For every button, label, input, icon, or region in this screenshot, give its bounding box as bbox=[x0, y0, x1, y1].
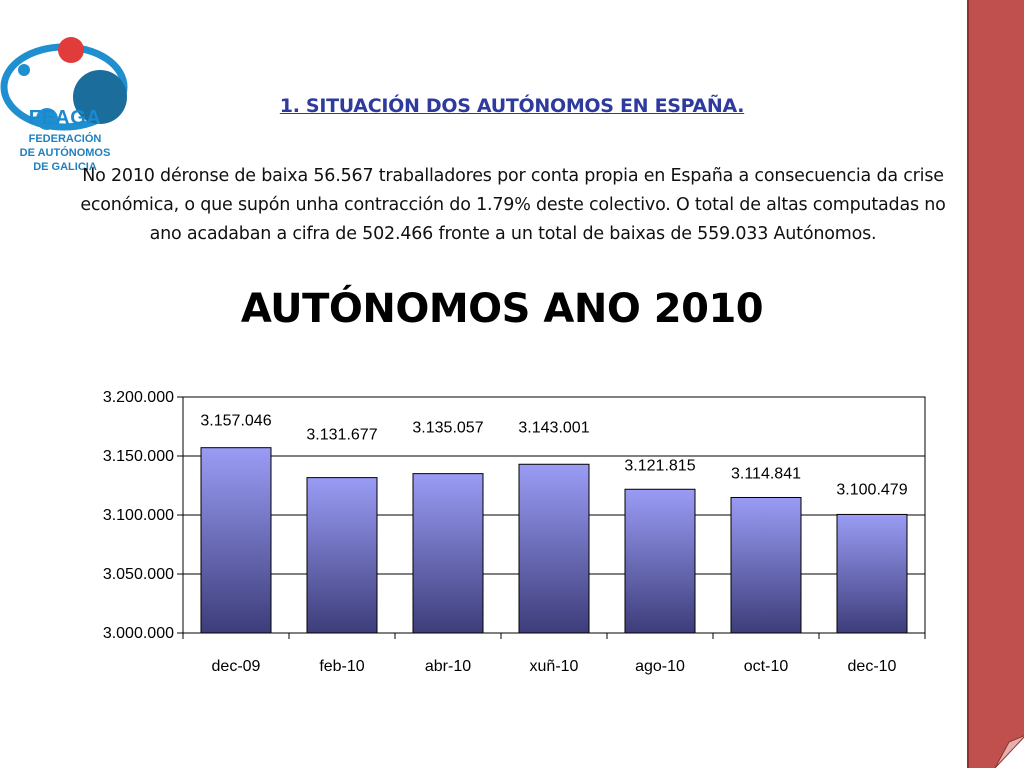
bar-feb-10 bbox=[306, 477, 378, 634]
bar-xuñ-10 bbox=[518, 463, 590, 634]
section-title[interactable]: 1. SITUACIÓN DOS AUTÓNOMOS EN ESPAÑA. bbox=[279, 95, 745, 117]
side-decorative-bar bbox=[967, 0, 1024, 769]
x-tick-label: oct-10 bbox=[744, 658, 789, 675]
bar-abr-10 bbox=[412, 473, 484, 634]
bar-dec-09 bbox=[200, 447, 272, 634]
logo-line-1: FEDERACIÓN bbox=[28, 133, 102, 145]
y-tick-label: 3.050.000 bbox=[103, 566, 174, 583]
feaga-logo-graphic bbox=[0, 37, 128, 131]
logo-small-dot-icon bbox=[18, 64, 30, 76]
data-label: 3.131.677 bbox=[306, 427, 377, 444]
bar-dec-10 bbox=[836, 513, 908, 634]
logo-line-3: DE GALICIA bbox=[33, 161, 97, 173]
y-tick-label: 3.150.000 bbox=[103, 448, 174, 465]
data-label: 3.121.815 bbox=[624, 457, 695, 474]
chart-title: AUTÓNOMOS ANO 2010 bbox=[240, 286, 764, 332]
logo-brand: FEAGA bbox=[28, 107, 102, 129]
logo-large-dot-icon bbox=[73, 70, 127, 124]
y-tick-label: 3.100.000 bbox=[103, 507, 174, 524]
data-label: 3.100.479 bbox=[836, 481, 907, 498]
x-tick-label: ago-10 bbox=[635, 658, 685, 675]
bar-oct-10 bbox=[730, 496, 802, 634]
logo-red-dot-icon bbox=[58, 37, 84, 63]
data-label: 3.143.001 bbox=[518, 419, 589, 436]
x-tick-label: abr-10 bbox=[425, 658, 471, 675]
y-tick-label: 3.200.000 bbox=[103, 389, 174, 406]
x-tick-label: dec-10 bbox=[848, 658, 897, 675]
page-curl-icon bbox=[994, 735, 1024, 769]
intro-paragraph: No 2010 déronse de baixa 56.567 traballa… bbox=[80, 166, 946, 244]
logo-blue-dot-icon bbox=[36, 108, 58, 130]
bar-ago-10 bbox=[624, 488, 696, 634]
x-tick-label: xuñ-10 bbox=[530, 658, 579, 675]
y-tick-label: 3.000.000 bbox=[103, 625, 174, 642]
data-label: 3.114.841 bbox=[731, 465, 801, 482]
x-tick-label: dec-09 bbox=[212, 658, 261, 675]
data-label: 3.157.046 bbox=[200, 413, 271, 430]
logo-line-2: DE AUTÓNOMOS bbox=[19, 147, 111, 159]
data-label: 3.135.057 bbox=[412, 420, 483, 437]
x-tick-label: feb-10 bbox=[319, 658, 364, 675]
